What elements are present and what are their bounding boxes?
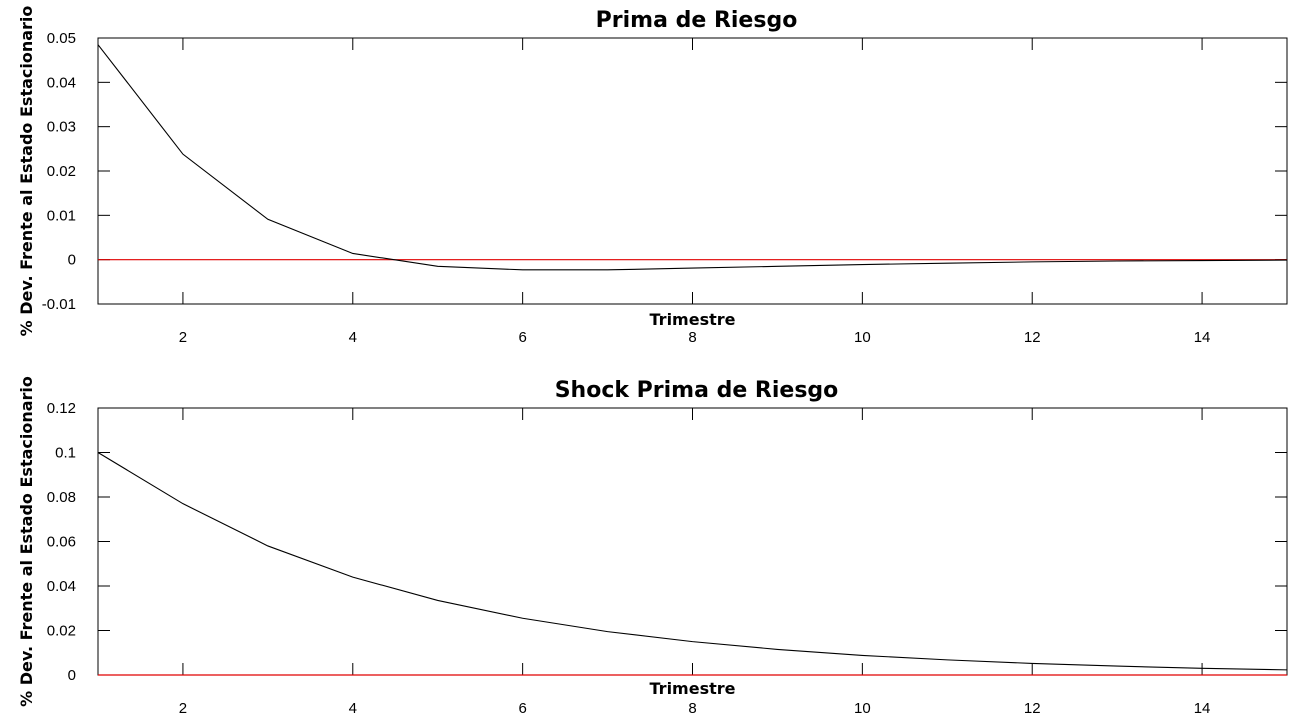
y-tick-label: 0.08 xyxy=(47,489,76,506)
y-tick-label: 0 xyxy=(68,252,76,269)
x-tick-label: 8 xyxy=(688,700,696,717)
x-tick-label: 14 xyxy=(1194,700,1211,717)
x-tick-label: 14 xyxy=(1194,329,1211,346)
y-axis-title: % Dev. Frente al Estado Estacionario xyxy=(17,376,36,707)
x-tick-label: 10 xyxy=(854,700,871,717)
x-tick-label: 4 xyxy=(349,700,357,717)
x-tick-label: 6 xyxy=(518,329,526,346)
y-tick-label: 0.02 xyxy=(47,163,76,180)
x-tick-label: 12 xyxy=(1024,700,1041,717)
x-tick-label: 12 xyxy=(1024,329,1041,346)
x-tick-label: 6 xyxy=(518,700,526,717)
x-tick-label: 8 xyxy=(688,329,696,346)
chart-title: Prima de Riesgo xyxy=(596,8,798,33)
chart-panel-shock-prima-de-riesgo: Shock Prima de Riesgo 0 0.02 0.04 0.06 0.08 0.… xyxy=(17,376,1288,717)
y-axis-title: % Dev. Frente al Estado Estacionario xyxy=(17,6,36,337)
y-tick-label: 0.1 xyxy=(55,445,76,462)
series-line xyxy=(97,452,1288,671)
y-tick-label: 0.03 xyxy=(47,119,76,136)
y-tick-label: 0 xyxy=(68,667,76,684)
x-axis-title: Trimestre xyxy=(650,310,736,329)
plot-frame xyxy=(97,37,1288,305)
y-tick-label: 0.01 xyxy=(47,207,76,224)
x-tick-label: 2 xyxy=(179,700,187,717)
y-tick-label: 0.02 xyxy=(47,623,76,640)
series-line xyxy=(97,44,1288,271)
y-tick-label: -0.01 xyxy=(42,296,76,313)
chart-title: Shock Prima de Riesgo xyxy=(555,378,839,403)
x-axis-title: Trimestre xyxy=(650,679,736,698)
x-tick-label: 2 xyxy=(179,329,187,346)
y-tick-label: 0.06 xyxy=(47,534,76,551)
chart-panel-prima-de-riesgo: Prima de Riesgo -0.01 0 0.01 0.02 0.03 0.04 0.0… xyxy=(17,6,1288,346)
y-tick-label: 0.12 xyxy=(47,400,76,417)
y-tick-label: 0.05 xyxy=(47,30,76,47)
plot-frame xyxy=(97,407,1288,676)
x-tick-label: 4 xyxy=(349,329,357,346)
y-tick-label: 0.04 xyxy=(47,74,76,91)
y-tick-label: 0.04 xyxy=(47,578,76,595)
x-tick-label: 10 xyxy=(854,329,871,346)
